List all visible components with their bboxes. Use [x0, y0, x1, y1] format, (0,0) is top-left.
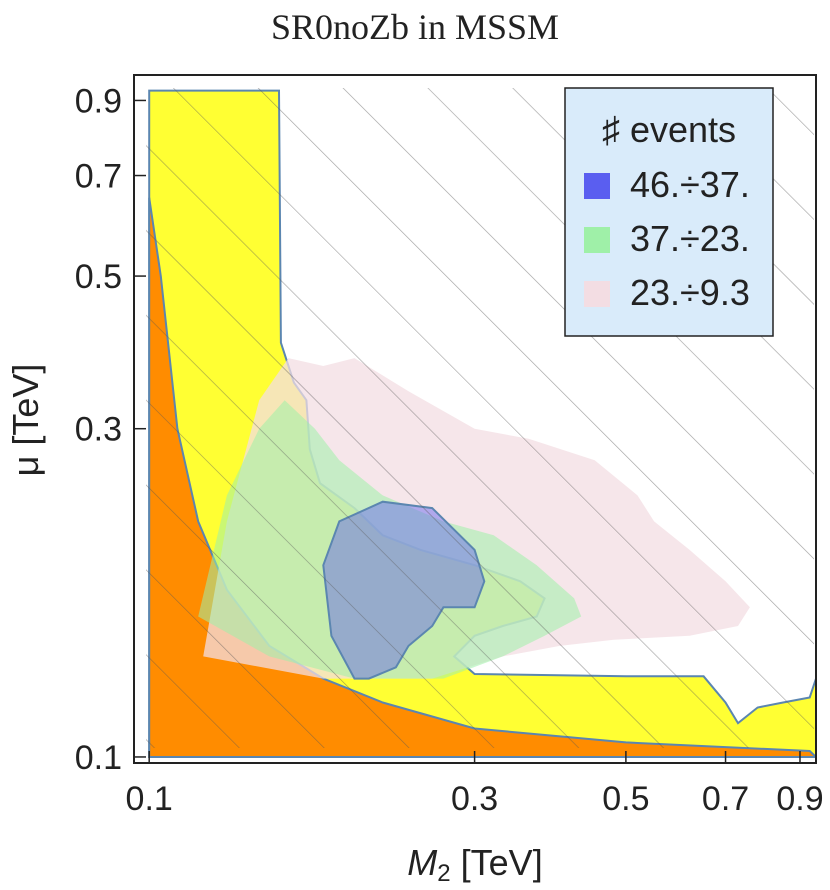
- legend-swatch-pink: [584, 281, 610, 307]
- legend: ♯ events 46.÷37. 37.÷23. 23.÷9.3: [564, 87, 774, 337]
- legend-swatch-blue: [584, 173, 610, 199]
- legend-label-2: 37.÷23.: [630, 218, 750, 259]
- y-tick-label: 0.9: [75, 82, 122, 120]
- x-tick-label: 0.5: [602, 780, 649, 818]
- x-tick-label: 0.1: [126, 780, 173, 818]
- y-ticks: 0.1 0.3 0.5 0.7 0.9: [75, 82, 146, 777]
- y-tick-label: 0.1: [75, 739, 122, 777]
- x-tick-label: 0.3: [451, 780, 498, 818]
- legend-swatch-green: [584, 227, 610, 253]
- x-tick-label: 0.9: [776, 780, 823, 818]
- y-tick-label: 0.7: [75, 158, 122, 196]
- x-tick-label: 0.7: [702, 780, 749, 818]
- y-axis-label: μ [TeV]: [5, 364, 46, 477]
- legend-title: ♯ events: [602, 109, 736, 150]
- y-tick-label: 0.3: [75, 411, 122, 449]
- x-axis-label: M2 [TeV]: [407, 842, 542, 887]
- legend-label-1: 46.÷37.: [630, 164, 750, 205]
- chart-title: SR0noZb in MSSM: [270, 7, 560, 47]
- legend-label-3: 23.÷9.3: [630, 272, 750, 313]
- y-tick-label: 0.5: [75, 258, 122, 296]
- x-ticks: 0.1 0.3 0.5 0.7 0.9: [126, 751, 824, 818]
